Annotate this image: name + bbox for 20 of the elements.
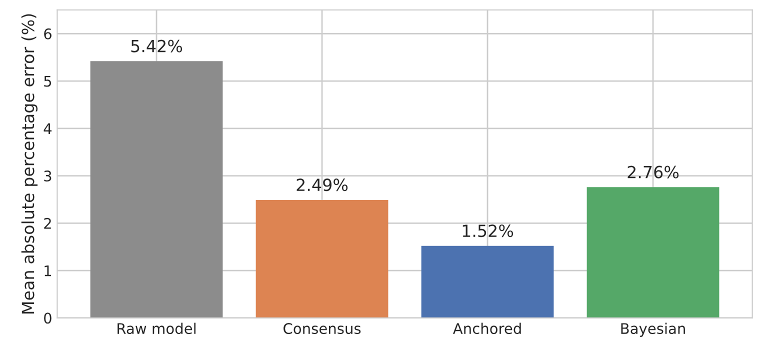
x-tick-label: Anchored: [452, 322, 521, 334]
x-tick-label: Bayesian: [621, 322, 685, 337]
data-label: 2.49%: [296, 178, 348, 192]
data-label: 1.52%: [462, 224, 514, 238]
bar: [256, 200, 388, 318]
y-tick-label: 6: [44, 28, 52, 40]
data-label: 5.42%: [131, 40, 182, 52]
x-tick-label: Raw model: [118, 322, 196, 334]
bar: [90, 61, 223, 318]
y-tick-label: 5: [44, 76, 52, 87]
x-tick-label: Consensus: [284, 323, 361, 334]
y-tick-label: 4: [44, 123, 52, 134]
data-label: 2.76%: [628, 166, 679, 178]
y-tick-label: 1: [44, 265, 52, 276]
bar: [586, 187, 720, 318]
y-tick-label: 2: [44, 218, 51, 229]
y-tick-label: 0: [44, 312, 52, 324]
y-tick-label: 3: [44, 170, 52, 182]
y-axis-title: Mean absolute percentage error (%): [21, 14, 38, 314]
bar: [421, 246, 554, 318]
